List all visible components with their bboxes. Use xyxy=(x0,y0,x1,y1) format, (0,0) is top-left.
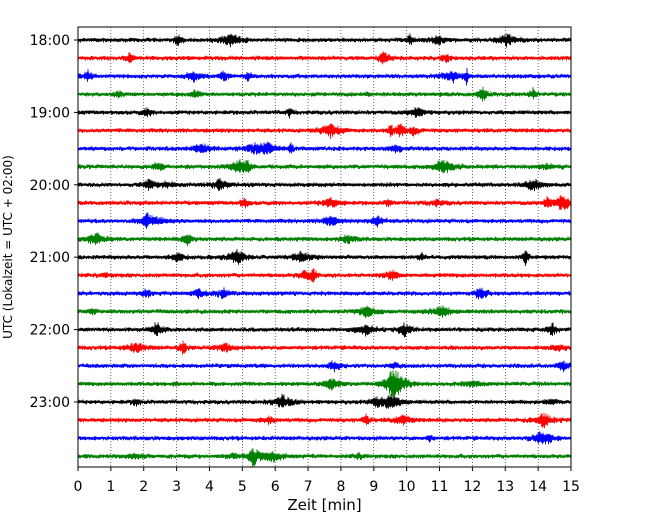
x-axis-label: Zeit [min] xyxy=(287,496,361,514)
trace-line xyxy=(77,431,572,445)
x-tick-label: 6 xyxy=(271,479,280,495)
plot-frame xyxy=(77,26,572,468)
x-tick-label: 13 xyxy=(496,479,514,495)
x-axis-ticks: 0 1 2 3 4 5 6 7 8 9 10 11 12 13 14 15 xyxy=(74,467,580,495)
trace-line xyxy=(77,158,572,174)
trace-line xyxy=(77,360,572,373)
trace-line xyxy=(77,123,572,139)
trace-line xyxy=(77,448,572,467)
trace-line xyxy=(77,141,572,155)
x-tick-label: 15 xyxy=(562,479,580,495)
trace-line xyxy=(77,248,572,267)
trace-line xyxy=(77,86,572,102)
x-tick-label: 3 xyxy=(172,479,181,495)
y-tick-label: 18:00 xyxy=(30,33,70,49)
y-tick-label: 21:00 xyxy=(30,250,70,266)
x-tick-label: 5 xyxy=(238,479,247,495)
vertical-grid xyxy=(110,27,539,467)
trace-line xyxy=(77,33,572,48)
trace-line xyxy=(77,393,572,409)
x-tick-label: 1 xyxy=(106,479,115,495)
seismic-traces xyxy=(77,33,572,467)
x-tick-label: 0 xyxy=(74,479,83,495)
y-tick-label: 20:00 xyxy=(30,178,70,194)
y-axis-label: UTC (Lokalzeit = UTC + 02:00) xyxy=(1,155,15,339)
x-tick-label: 2 xyxy=(139,479,148,495)
trace-line xyxy=(77,305,572,319)
trace-line xyxy=(77,232,572,247)
trace-line xyxy=(77,51,572,65)
trace-line xyxy=(77,178,572,192)
x-tick-label: 8 xyxy=(336,479,345,495)
trace-line xyxy=(77,107,572,119)
x-tick-label: 14 xyxy=(529,479,547,495)
x-tick-label: 9 xyxy=(369,479,378,495)
x-tick-label: 4 xyxy=(205,479,214,495)
trace-line xyxy=(77,268,572,283)
x-tick-label: 7 xyxy=(304,479,313,495)
y-tick-label: 19:00 xyxy=(30,105,70,121)
y-tick-label: 23:00 xyxy=(30,395,70,411)
y-tick-label: 22:00 xyxy=(30,323,70,339)
trace-line xyxy=(77,67,572,86)
trace-line xyxy=(77,412,572,429)
trace-line xyxy=(77,287,572,300)
x-tick-label: 10 xyxy=(398,479,416,495)
trace-line xyxy=(77,322,572,338)
trace-line xyxy=(77,194,572,210)
x-tick-label: 11 xyxy=(431,479,449,495)
trace-line xyxy=(77,212,572,229)
trace-line xyxy=(77,340,572,355)
x-tick-label: 12 xyxy=(463,479,481,495)
y-axis-ticks: 18:00 19:00 20:00 21:00 22:00 23:00 xyxy=(30,33,78,411)
trace-line xyxy=(77,370,572,399)
